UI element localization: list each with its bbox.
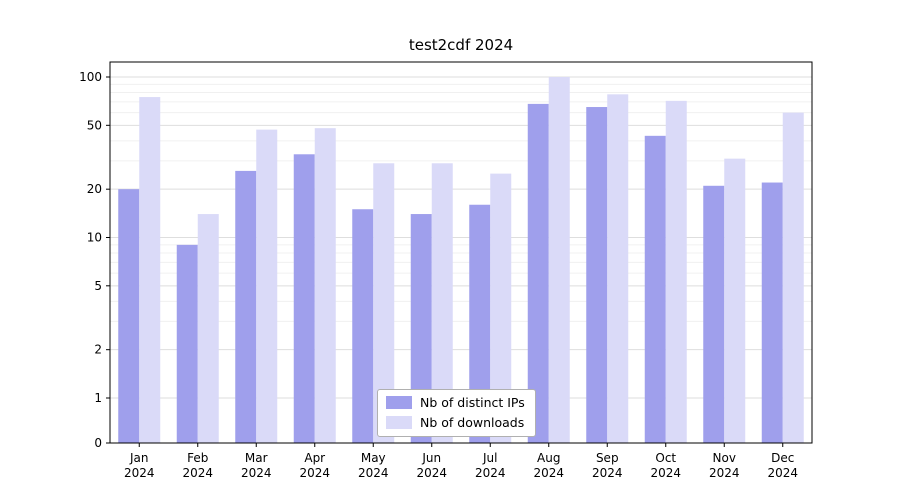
legend-swatch-distinct-ips [386,396,412,409]
bar-downloads-apr [314,128,336,444]
bar-distinct-ips-jul [469,204,491,443]
y-tick-label: 50 [87,118,102,132]
x-tick-label-year: 2024 [475,466,506,480]
x-tick-label-month: Mar [245,451,268,465]
bar-distinct-ips-dec [761,182,783,444]
bar-distinct-ips-nov [703,185,725,443]
y-tick-label: 1 [94,391,102,405]
legend-item-downloads: Nb of downloads [386,415,525,430]
bar-distinct-ips-apr [293,154,315,444]
x-tick-label-month: Jan [129,451,149,465]
bar-downloads-mar [256,129,278,443]
x-tick-label-month: Oct [655,451,676,465]
chart-title: test2cdf 2024 [408,36,514,54]
bar-distinct-ips-feb [176,244,198,443]
x-tick-label-month: Sep [596,451,619,465]
x-tick-label-year: 2024 [182,466,213,480]
legend-swatch-downloads [386,416,412,429]
x-tick-label-year: 2024 [650,466,681,480]
x-tick-label-year: 2024 [709,466,740,480]
x-tick-label-month: Jul [482,451,497,465]
bar-distinct-ips-oct [644,135,666,443]
x-tick-label-month: Feb [187,451,208,465]
x-tick-label-year: 2024 [416,466,447,480]
x-tick-label-month: Jun [421,451,441,465]
bar-downloads-jan [139,97,161,443]
legend-label-downloads: Nb of downloads [420,415,525,430]
y-tick-label: 0 [94,436,102,450]
x-tick-label-month: Dec [771,451,794,465]
bar-distinct-ips-jan [118,189,140,443]
bar-downloads-aug [548,77,570,443]
axes-frame [109,61,813,444]
bar-distinct-ips-aug [527,103,549,443]
bar-distinct-ips-may [352,209,374,443]
x-tick-label-month: Nov [713,451,736,465]
y-tick-label: 10 [87,231,102,245]
bar-distinct-ips-mar [235,170,257,443]
bar-downloads-feb [197,214,219,443]
legend: Nb of distinct IPs Nb of downloads [377,389,536,437]
bar-downloads-dec [782,112,804,444]
x-tick-label-year: 2024 [241,466,272,480]
x-tick-label-year: 2024 [533,466,564,480]
bar-downloads-nov [724,158,746,443]
y-tick-label: 5 [94,279,102,293]
x-tick-label-year: 2024 [299,466,330,480]
x-tick-label-year: 2024 [767,466,798,480]
x-tick-label-year: 2024 [358,466,389,480]
y-tick-label: 100 [79,70,102,84]
legend-label-distinct-ips: Nb of distinct IPs [420,395,525,410]
bar-distinct-ips-jun [410,214,432,443]
x-tick-label-year: 2024 [124,466,155,480]
bar-downloads-may [373,163,395,443]
bar-downloads-sep [607,94,629,443]
x-tick-label-month: May [361,451,386,465]
bar-downloads-oct [665,100,687,443]
x-tick-label-month: Aug [537,451,560,465]
x-tick-label-year: 2024 [592,466,623,480]
bar-distinct-ips-sep [586,107,608,443]
bar-downloads-jul [490,173,512,444]
y-tick-label: 2 [94,343,102,357]
bar-downloads-jun [431,163,453,443]
y-tick-label: 20 [87,182,102,196]
x-tick-label-month: Apr [304,451,325,465]
legend-item-distinct-ips: Nb of distinct IPs [386,395,525,410]
